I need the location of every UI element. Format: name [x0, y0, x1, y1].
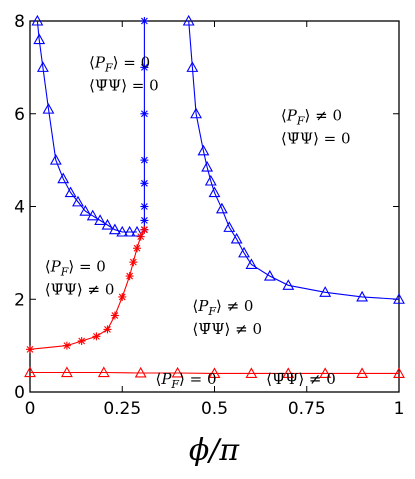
data-point-star [140, 216, 149, 225]
data-point-triangle [215, 202, 228, 214]
data-point-triangle [134, 366, 147, 378]
data-point-triangle [101, 218, 114, 230]
data-point-triangle [123, 225, 136, 237]
y-tick-label: 2 [14, 290, 25, 310]
data-point-triangle [393, 367, 405, 379]
axis-ticks: 0 0.25 0.5 0.75 1 0 2 4 6 8 [14, 12, 404, 419]
data-point-star [77, 336, 86, 345]
data-point-star [26, 345, 34, 354]
data-point-star [103, 325, 112, 334]
y-tick-label: 0 [14, 383, 25, 403]
data-point-triangle [36, 61, 49, 72]
data-point-triangle [57, 172, 70, 184]
data-point-triangle [282, 367, 295, 379]
data-point-triangle [31, 14, 44, 26]
series-line-2 [188, 20, 400, 300]
region-label: ⟨PF⟩ = 0 [45, 257, 106, 278]
data-point-star [129, 258, 138, 267]
data-point-triangle [190, 107, 202, 119]
x-tick-label: 0.5 [201, 399, 228, 419]
data-point-triangle [197, 144, 210, 156]
region-label: ⟨Ψ̄Ψ⟩ ≠ 0 [266, 370, 336, 388]
data-point-triangle [24, 366, 36, 378]
data-point-triangle [245, 367, 258, 379]
region-label: ⟨Ψ̄Ψ⟩ = 0 [281, 130, 351, 148]
region-label: ⟨Ψ̄Ψ⟩ ≠ 0 [45, 280, 115, 298]
data-point-triangle [204, 174, 217, 186]
data-point-star [140, 63, 149, 72]
y-tick-label: 8 [14, 12, 25, 32]
data-point-triangle [94, 214, 107, 225]
series-line-3 [29, 229, 145, 350]
data-point-triangle [131, 225, 143, 237]
data-point-star [140, 179, 149, 188]
data-point-triangle [171, 366, 184, 378]
data-point-star [62, 341, 71, 350]
annotation-layer: ⟨PF⟩ = 0 ⟨Ψ̄Ψ⟩ = 0 ⟨PF⟩ ≠ 0 ⟨Ψ̄Ψ⟩ = 0 ⟨PF⟩ =… [45, 53, 351, 391]
data-point-triangle [230, 232, 243, 244]
data-point-triangle [186, 61, 199, 72]
data-point-triangle [33, 33, 46, 45]
data-point-triangle [108, 223, 121, 235]
x-tick-label: 1 [394, 399, 405, 419]
data-point-triangle [208, 367, 221, 379]
data-point-triangle [72, 195, 84, 207]
data-point-triangle [182, 14, 195, 26]
region-label: ⟨PF⟩ ≠ 0 [281, 107, 342, 128]
x-axis-label: ϕ/π [189, 433, 241, 468]
y-tick-label: 4 [14, 198, 25, 218]
region-label: ⟨PF⟩ = 0 [155, 370, 216, 391]
data-point-triangle [282, 279, 295, 290]
x-tick-label: 0 [25, 399, 36, 419]
data-point-triangle [42, 102, 55, 114]
region-label: ⟨PF⟩ ≠ 0 [192, 297, 253, 318]
data-point-star [110, 311, 119, 320]
x-tick-label: 0.25 [103, 399, 141, 419]
data-point-triangle [64, 186, 77, 198]
data-point-star [118, 292, 127, 301]
data-point-triangle [223, 221, 236, 232]
series-line-4 [30, 371, 399, 374]
data-point-triangle [86, 209, 99, 221]
region-label: ⟨Ψ̄Ψ⟩ = 0 [89, 76, 159, 94]
data-point-star [140, 156, 149, 165]
data-point-star [133, 244, 142, 253]
data-point-star [140, 17, 149, 25]
y-tick-label: 6 [14, 105, 25, 125]
data-point-triangle [356, 367, 369, 379]
data-point-triangle [97, 366, 110, 378]
data-point-triangle [393, 293, 405, 304]
data-point-triangle [60, 366, 73, 378]
data-point-triangle [245, 258, 258, 270]
data-point-triangle [208, 186, 221, 198]
data-point-triangle [263, 269, 276, 281]
data-point-star [92, 332, 101, 341]
data-point-triangle [319, 286, 332, 297]
data-point-star [125, 272, 134, 281]
region-label: ⟨Ψ̄Ψ⟩ ≠ 0 [192, 320, 262, 338]
series-layer [24, 14, 405, 379]
data-point-triangle [238, 246, 250, 258]
data-point-star [140, 225, 149, 234]
data-point-triangle [116, 225, 129, 237]
data-point-star [136, 232, 145, 241]
data-point-triangle [201, 160, 214, 172]
data-point-star [140, 109, 149, 118]
data-point-triangle [319, 367, 332, 379]
data-point-triangle [356, 290, 369, 302]
data-point-triangle [79, 205, 92, 216]
data-point-triangle [49, 153, 62, 165]
data-point-star [140, 202, 149, 211]
x-tick-label: 0.75 [288, 399, 326, 419]
region-label: ⟨PF⟩ = 0 [89, 53, 150, 74]
